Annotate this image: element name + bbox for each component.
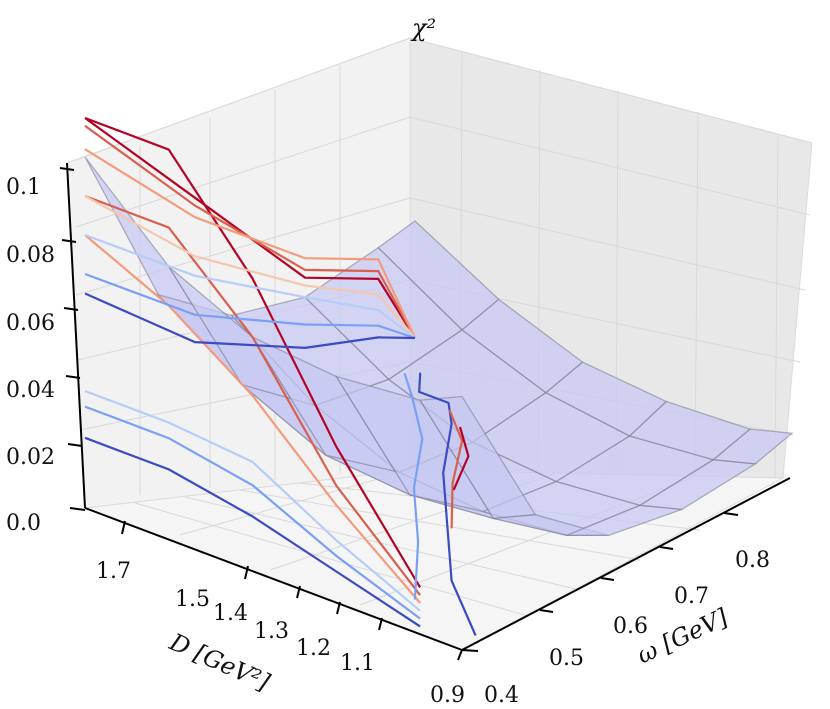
y-tick-mark [244,565,249,580]
y-tick-mark [457,649,463,661]
y-tick-label: 1.4 [213,601,248,626]
y-tick-mark [378,617,383,631]
z-ticks: 0.1 0.08 0.06 0.04 0.02 0.0 [6,167,86,536]
projection-line-right-wall [84,292,416,350]
z-tick-mark [69,507,86,511]
grid-line [409,116,811,216]
x-tick-label: 0.5 [549,646,584,671]
y-tick-mark [121,520,126,535]
x-tick-mark [461,649,479,652]
surface-patch [711,428,794,465]
z-tick-mark [61,239,77,243]
y-tick-mark [296,585,301,599]
grid-line [409,37,813,144]
grid-line [774,133,779,479]
projection-line-left-wall [84,234,421,604]
projection-layer [84,116,422,628]
x-tick-mark [539,609,554,613]
z-tick-mark [65,375,81,379]
projection-line-right-wall [84,272,416,340]
z-tick-mark [59,167,75,171]
floor-contour-line [403,372,424,600]
floor-contour-line [418,372,477,636]
floor-contour-line [452,426,470,491]
x-ticks: 0.4 0.5 0.6 0.7 0.8 [461,512,770,708]
projection-line-right-wall [84,117,416,339]
projection-line-right-wall [84,233,416,339]
x-tick-mark [723,512,739,516]
x-tick-label: 0.7 [674,584,709,609]
x-tick-label: 0.6 [613,614,648,639]
projection-line-left-wall [84,436,421,628]
grid-line [239,489,641,561]
z-axis-title: χ² [410,14,436,42]
y-tick-label: 1.3 [254,619,289,644]
z-tick-mark [63,307,79,311]
projection-line-right-wall [84,195,416,339]
y-tick-label: 1.2 [296,636,331,661]
z-tick-label: 0.0 [6,511,41,536]
z-tick-label: 0.1 [6,175,41,200]
z-tick-label: 0.06 [6,311,55,336]
y-tick-mark [336,601,341,615]
y-tick-label: 1.1 [340,651,375,676]
grid-line [75,116,411,228]
y-ticks: 1.7 1.5 1.4 1.3 1.2 1.1 0.9 [96,520,465,708]
x-tick-label: 0.4 [484,683,519,708]
y-axis-line [84,507,463,651]
z-tick-label: 0.04 [6,378,55,403]
x-tick-mark [600,577,615,581]
projection-line-left-wall [84,194,421,596]
x-axis-line [461,477,791,651]
y-tick-label: 1.5 [175,587,210,612]
projection-line-right-wall [84,124,416,339]
grid-line [75,37,411,161]
floor-contour-line [448,409,464,529]
projection-line-left-wall [84,389,421,612]
z-tick-mark [67,443,83,447]
y-tick-label: 1.7 [96,559,131,584]
y-tick-label: 0.9 [430,683,465,708]
grid-line [184,496,581,591]
projection-line-left-wall [84,405,421,620]
z-axis-line [66,162,86,509]
x-axis-title: ω [GeV] [633,603,733,669]
z-tick-label: 0.02 [6,445,55,470]
grid-line [75,197,411,296]
contour-layer [403,372,477,636]
grid-line [134,502,529,617]
x-tick-label: 0.8 [735,548,770,573]
projection-line-right-wall [84,148,416,339]
grid-line [409,197,806,291]
z-tick-label: 0.08 [6,243,55,268]
axis-lines [66,162,791,651]
x-tick-mark [659,546,674,550]
surface-layer [84,156,794,537]
projection-line-left-wall [84,116,422,588]
